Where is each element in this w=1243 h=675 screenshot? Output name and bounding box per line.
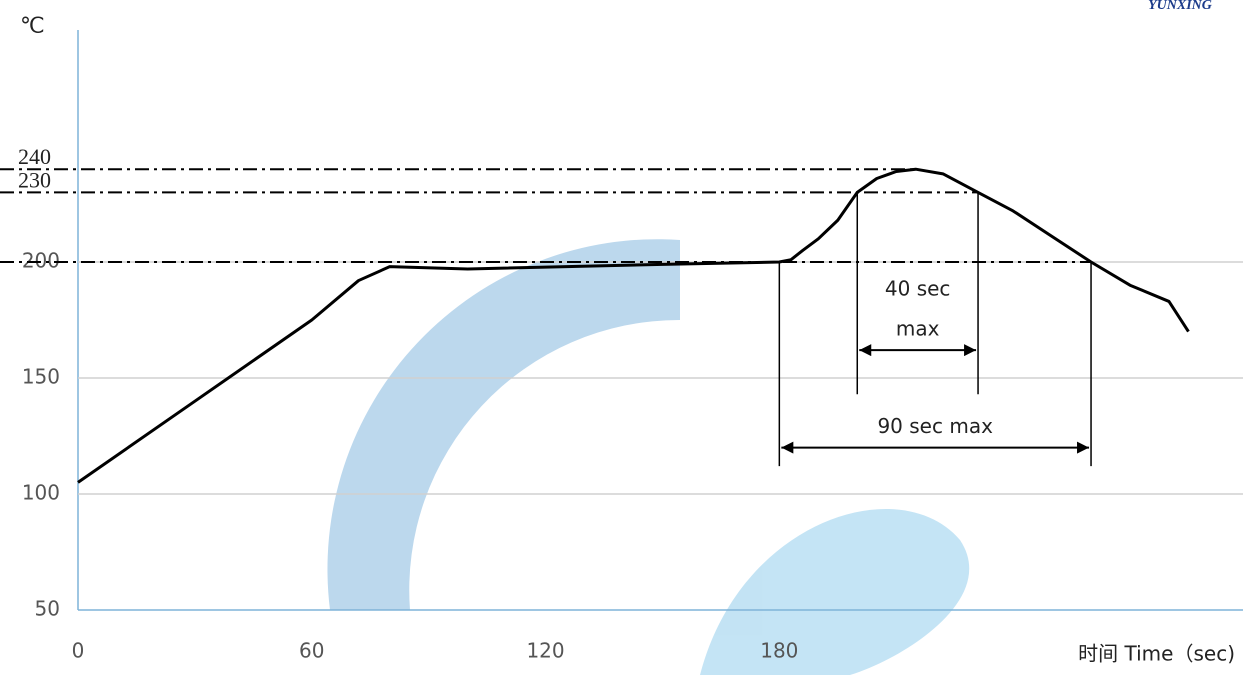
reference-label: 240	[18, 144, 51, 169]
reference-label: 230	[18, 167, 51, 192]
x-tick-label: 180	[760, 639, 798, 663]
y-unit-label: ℃	[20, 13, 45, 38]
watermark	[327, 239, 970, 675]
logo: YUNXING	[1148, 0, 1212, 13]
span-label: max	[896, 317, 940, 341]
line	[77, 167, 1190, 484]
y-tick-label: 100	[22, 481, 60, 505]
x-tick-label: 120	[526, 639, 564, 663]
y-tick-label: 200	[22, 249, 60, 273]
x-tick-label: 60	[299, 639, 324, 663]
span-label: 40 sec	[885, 277, 951, 301]
span-label: 90 sec max	[877, 414, 993, 438]
x-tick-label: 0	[72, 639, 85, 663]
x-axis-label: 时间 Time（sec)	[1078, 642, 1235, 666]
y-tick-label: 50	[35, 597, 60, 621]
y-tick-label: 150	[22, 365, 60, 389]
